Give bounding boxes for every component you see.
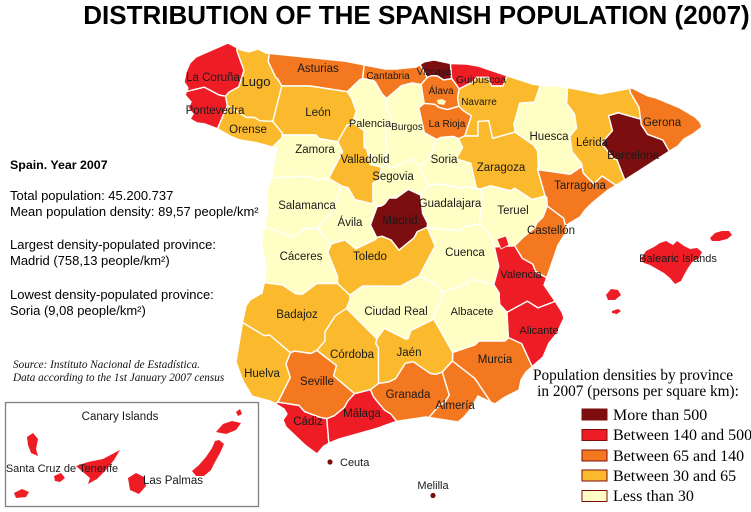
svg-text:Guipuscoa: Guipuscoa [456,74,506,86]
svg-text:Albacete: Albacete [451,306,494,318]
svg-text:Burgos: Burgos [391,122,423,133]
svg-text:Toledo: Toledo [353,251,387,263]
svg-text:Between 140 and 500: Between 140 and 500 [613,427,751,444]
svg-text:Ciudad Real: Ciudad Real [364,306,427,318]
svg-text:Orense: Orense [229,124,267,136]
svg-text:Between 65 and 140: Between 65 and 140 [613,448,744,465]
svg-text:More than 500: More than 500 [613,407,707,424]
svg-text:Valladolid: Valladolid [340,154,389,166]
svg-text:Navarre: Navarre [461,97,497,108]
svg-text:Zaragoza: Zaragoza [477,162,526,174]
svg-text:in 2007 (persons per square km: in 2007 (persons per square km): [537,383,739,400]
svg-text:Alicante: Alicante [519,325,558,337]
svg-text:Málaga: Málaga [343,408,381,420]
svg-text:Lérida: Lérida [576,137,609,149]
svg-text:Murcia: Murcia [478,354,513,366]
svg-text:Cuenca: Cuenca [445,247,485,259]
svg-text:Cantabria: Cantabria [366,71,410,82]
svg-text:La Coruña: La Coruña [186,72,240,84]
svg-text:Badajoz: Badajoz [276,309,318,321]
svg-text:Álava: Álava [428,84,453,97]
svg-text:Córdoba: Córdoba [330,349,375,361]
svg-text:Cáceres: Cáceres [280,251,323,263]
svg-text:Santa Cruz de Tenerife: Santa Cruz de Tenerife [6,463,118,475]
svg-text:Jaén: Jaén [397,347,422,359]
svg-text:Population densities by provin: Population densities by province [533,367,733,384]
svg-text:Balearic Islands: Balearic Islands [639,253,717,265]
svg-text:Guadalajara: Guadalajara [419,198,482,210]
svg-text:Huesca: Huesca [530,131,570,143]
svg-text:Ávila: Ávila [338,216,364,229]
svg-text:Canary Islands: Canary Islands [82,411,159,423]
svg-text:Teruel: Teruel [497,205,528,217]
svg-text:La Rioja: La Rioja [429,119,466,130]
svg-text:Granada: Granada [386,389,431,401]
svg-text:Gerona: Gerona [643,117,682,129]
svg-text:Tarragona: Tarragona [554,180,606,192]
svg-text:Between 30 and 65: Between 30 and 65 [613,468,736,485]
svg-text:Salamanca: Salamanca [278,200,336,212]
svg-text:Zamora: Zamora [295,144,335,156]
svg-text:Vizcaya: Vizcaya [417,67,452,78]
svg-text:Valencia: Valencia [500,269,542,281]
svg-text:Almería: Almería [435,400,475,412]
svg-text:Castellón: Castellón [527,225,575,237]
svg-text:Cádiz: Cádiz [293,416,323,428]
svg-text:Soria: Soria [431,154,458,166]
svg-text:Ceuta: Ceuta [340,457,370,469]
svg-text:Barcelona: Barcelona [607,150,659,162]
svg-text:Segovia: Segovia [372,171,414,183]
svg-text:Asturias: Asturias [297,63,339,75]
svg-text:Las Palmas: Las Palmas [143,475,203,487]
svg-text:León: León [305,107,331,119]
svg-text:Madrid: Madrid [382,215,417,227]
svg-text:Less than 30: Less than 30 [613,488,694,505]
svg-text:Huelva: Huelva [244,368,280,380]
svg-text:Seville: Seville [300,376,334,388]
svg-text:Palencia: Palencia [349,118,392,130]
svg-text:Lugo: Lugo [242,74,271,89]
svg-text:Pontevedra: Pontevedra [186,105,245,117]
svg-text:Melilla: Melilla [417,480,449,492]
